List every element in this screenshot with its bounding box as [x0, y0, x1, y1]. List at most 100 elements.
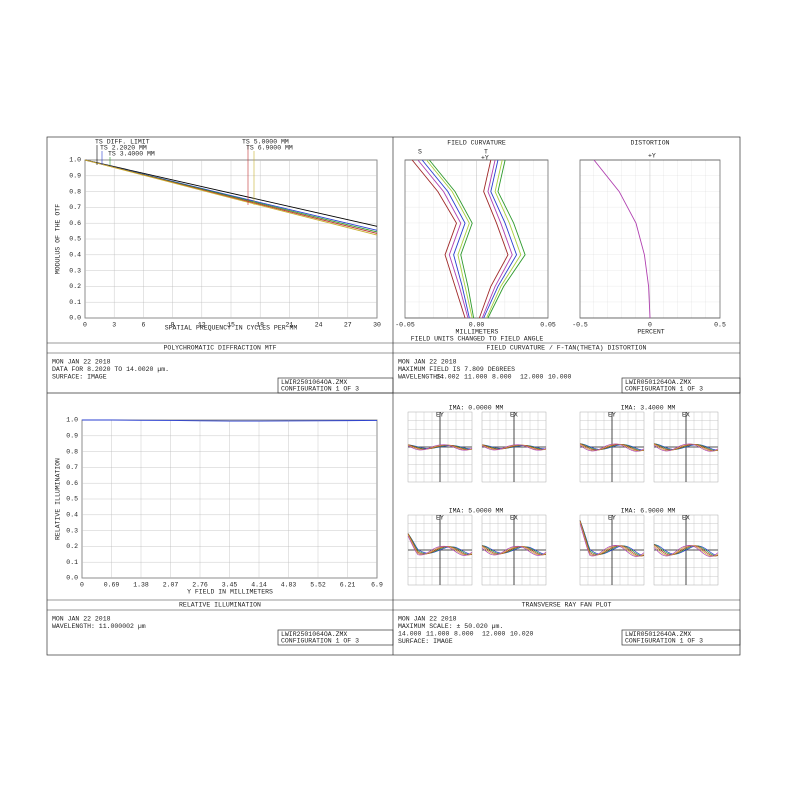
- x-tick-label: 27: [344, 322, 352, 329]
- fan-curve: [579, 443, 645, 452]
- legend-label: S: [418, 149, 422, 156]
- x-tick-label: 0.00: [469, 322, 485, 329]
- x-axis-label: SPATIAL FREQUENCY IN CYCLES PER MM: [165, 325, 298, 332]
- file-name: LWIR0501264OA.ZMX: [625, 631, 691, 638]
- x-tick-label: 0.05: [540, 322, 556, 329]
- y-tick-label: 0.3: [66, 527, 78, 534]
- y-axis-label: MODULUS OF THE OTF: [55, 204, 62, 274]
- x-tick-label: 0.69: [104, 582, 120, 589]
- fan-axis-label: EY: [436, 412, 444, 419]
- configuration: CONFIGURATION 1 OF 3: [281, 386, 359, 393]
- fan-curve: [481, 444, 547, 451]
- wavelength: 10.020: [510, 631, 534, 638]
- file-box: [277, 629, 394, 646]
- fan-curve: [653, 544, 719, 556]
- fan-curve: [481, 545, 547, 556]
- x-axis-label: MILLIMETERS: [456, 329, 499, 336]
- fan-axis-label: EX: [510, 412, 518, 419]
- fan-axis-label: EY: [608, 412, 616, 419]
- fan-curve: [579, 521, 645, 557]
- y-tick-label: 1.0: [66, 417, 78, 424]
- y-axis-label: RELATIVE ILLUMINATION: [55, 458, 62, 540]
- y-tick-label: 0.4: [69, 252, 81, 259]
- fan-curve: [407, 534, 473, 556]
- wavelength: 8.000: [454, 631, 474, 638]
- x-tick-label: 9: [171, 322, 175, 329]
- y-tick-label: 0.1: [69, 299, 81, 306]
- legend-label: TS 6.9000 MM: [246, 145, 293, 152]
- series-line: [486, 159, 522, 319]
- fan-curve: [481, 545, 547, 556]
- fan-curve: [481, 444, 547, 450]
- file-name: LWIR0501264OA.ZMX: [625, 379, 691, 386]
- info-line: MON JAN 22 2018: [52, 616, 111, 623]
- y-tick-label: 0.0: [69, 315, 81, 322]
- field-label: IMA: 5.0000 MM: [449, 508, 504, 515]
- info-line: MAXIMUM SCALE: ± 50.020 µm.: [398, 623, 503, 630]
- series-line: [593, 159, 651, 319]
- panel-title: TRANSVERSE RAY FAN PLOT: [522, 602, 612, 609]
- fan-curve: [481, 545, 547, 556]
- y-tick-label: 0.9: [69, 173, 81, 180]
- series-line: [421, 159, 470, 319]
- x-tick-label: 4.14: [251, 582, 267, 589]
- file-name: LWIR2501064OA.ZMX: [281, 379, 347, 386]
- fan-curve: [653, 443, 719, 452]
- x-tick-label: 2.07: [163, 582, 179, 589]
- y-tick-label: 0.8: [69, 188, 81, 195]
- x-axis-label: Y FIELD IN MILLIMETERS: [187, 589, 273, 596]
- info-line: MON JAN 22 2018: [52, 359, 111, 366]
- x-tick-label: 21: [285, 322, 293, 329]
- y-tick-label: 0.6: [66, 480, 78, 487]
- file-box: [621, 377, 741, 394]
- x-tick-label: 0.5: [714, 322, 726, 329]
- series-line: [478, 159, 509, 319]
- y-tick-label: 0.3: [69, 267, 81, 274]
- info-line: MON JAN 22 2018: [398, 616, 457, 623]
- x-tick-label: -0.05: [395, 322, 415, 329]
- x-tick-label: 18: [256, 322, 264, 329]
- series-line: [82, 419, 378, 422]
- fan-curve: [481, 444, 547, 451]
- legend-label: TS 2.2020 MM: [100, 145, 147, 152]
- info-line: SURFACE: IMAGE: [52, 374, 107, 381]
- fan-curve: [407, 535, 473, 556]
- file-name: LWIR2501064OA.ZMX: [281, 631, 347, 638]
- field-label: IMA: 3.4000 MM: [621, 405, 676, 412]
- series-line: [84, 159, 378, 236]
- legend-label: +Y: [648, 153, 656, 160]
- x-tick-label: 12: [198, 322, 206, 329]
- fan-axis-label: EX: [510, 515, 518, 522]
- legend-label: T: [484, 149, 488, 156]
- wavelength: 8.000: [492, 374, 512, 381]
- series-line: [428, 159, 475, 319]
- wavelength: 10.000: [548, 374, 572, 381]
- info-line: WAVELENGTH: 11.000002 µm: [52, 623, 146, 630]
- x-tick-label: 5.52: [310, 582, 326, 589]
- x-tick-label: 3: [112, 322, 116, 329]
- fan-curve: [653, 543, 719, 557]
- info-line: MON JAN 22 2018: [398, 359, 457, 366]
- fan-curve: [407, 444, 473, 450]
- fan-curve: [579, 520, 645, 557]
- fan-curve: [653, 443, 719, 451]
- y-tick-label: 0.7: [69, 204, 81, 211]
- fan-curve: [407, 444, 472, 450]
- panel-title: POLYCHROMATIC DIFFRACTION MTF: [163, 345, 276, 352]
- configuration: CONFIGURATION 1 OF 3: [281, 638, 359, 645]
- configuration: CONFIGURATION 1 OF 3: [625, 638, 703, 645]
- fan-axis-label: EX: [682, 515, 690, 522]
- y-tick-label: 0.8: [66, 448, 78, 455]
- legend-label: +Y: [481, 155, 489, 162]
- configuration: CONFIGURATION 1 OF 3: [625, 386, 703, 393]
- y-tick-label: 1.0: [69, 157, 81, 164]
- fan-curve: [579, 443, 645, 451]
- fan-curve: [481, 444, 547, 451]
- x-tick-label: 30: [373, 322, 381, 329]
- y-tick-label: 0.1: [66, 559, 78, 566]
- fan-curve: [653, 443, 719, 452]
- info-line: MAXIMUM FIELD IS 7.809 DEGREES: [398, 366, 515, 373]
- info-line: SURFACE: IMAGE: [398, 638, 453, 645]
- series-line: [481, 159, 513, 319]
- x-tick-label: 6: [141, 322, 145, 329]
